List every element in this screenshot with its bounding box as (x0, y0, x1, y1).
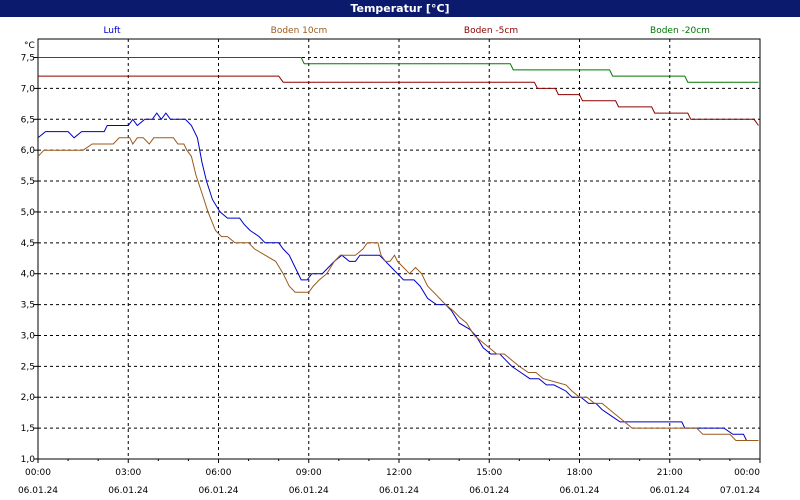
y-tick-label: 7,5 (21, 54, 35, 64)
y-tick-label: 2,5 (21, 362, 35, 372)
x-tick-date: 06.01.24 (198, 486, 238, 496)
y-tick-label: 4,5 (21, 239, 35, 249)
y-tick-label: 3,5 (21, 301, 35, 311)
x-tick-date: 06.01.24 (469, 486, 509, 496)
series-line-boden-10cm (37, 137, 759, 441)
x-tick-date: 06.01.24 (559, 486, 599, 496)
x-tick-time: 09:00 (296, 468, 322, 478)
series-layer (37, 57, 759, 441)
y-tick-label: 1,5 (21, 424, 35, 434)
y-tick-label: 5,0 (21, 208, 36, 218)
axes: 7,5 7,0 6,5 6,0 5,5 5,0 4,5 4,0 3,5 3,0 2,5 2,0 1,5 1… (18, 54, 761, 496)
legend-entry: Boden -5cm (464, 26, 518, 36)
x-tick-time: 18:00 (567, 468, 593, 478)
legend-entry: Luft (103, 26, 121, 36)
x-tick-date: 06.01.24 (379, 486, 419, 496)
x-tick-time: 21:00 (657, 468, 683, 478)
y-tick-label: 6,5 (21, 115, 35, 125)
x-tick-time: 03:00 (115, 468, 141, 478)
x-tick-date: 06.01.24 (289, 486, 329, 496)
y-tick-label: 1,0 (21, 455, 36, 465)
x-tick-date: 06.01.24 (108, 486, 148, 496)
y-tick-label: 4,0 (21, 270, 36, 280)
grid (38, 39, 760, 459)
x-tick-time: 00:00 (734, 468, 760, 478)
y-tick-label: 5,5 (21, 177, 35, 187)
y-axis-label: °C (24, 41, 35, 51)
series-line-boden-5cm (38, 75, 759, 126)
series-line-boden-20cm (38, 57, 759, 83)
y-tick-label: 6,0 (21, 146, 36, 156)
x-tick-time: 12:00 (386, 468, 412, 478)
x-tick-date: 07.01.24 (720, 486, 760, 496)
y-tick-label: 2,0 (21, 393, 36, 403)
x-tick-time: 06:00 (206, 468, 232, 478)
chart-title: Temperatur [°C] (0, 0, 800, 17)
y-tick-label: 3,0 (21, 331, 36, 341)
x-tick-date: 06.01.24 (18, 486, 58, 496)
legend-entry: Boden 10cm (271, 26, 328, 36)
x-tick-time: 00:00 (25, 468, 51, 478)
x-tick-date: 06.01.24 (650, 486, 690, 496)
legend-entry: Boden -20cm (650, 26, 710, 36)
x-tick-time: 15:00 (476, 468, 502, 478)
y-tick-label: 7,0 (21, 84, 36, 94)
legend: Luft Boden 10cm Boden -5cm Boden -20cm (103, 26, 710, 36)
